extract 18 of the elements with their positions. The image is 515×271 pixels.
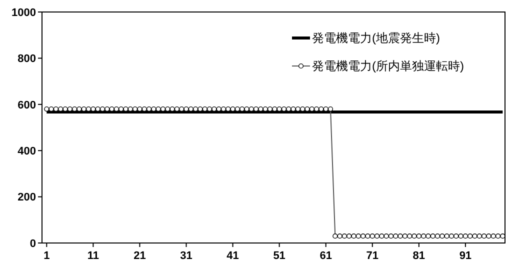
y-tick-label: 1000 [12,6,36,19]
x-tick-label: 11 [87,250,100,262]
legend-label: 発電機電力(所内単独運転時) [312,59,464,74]
y-tick-label: 0 [30,238,36,250]
x-tick-label: 71 [366,250,379,262]
x-tick-label: 1 [44,250,50,262]
x-tick-label: 21 [134,250,146,262]
y-tick-label: 400 [18,145,36,158]
y-tick-label: 200 [18,192,36,204]
x-tick-label: 31 [180,250,192,262]
x-tick-label: 41 [226,250,239,262]
legend-label: 発電機電力(地震発生時) [312,31,440,46]
x-tick-label: 51 [273,250,286,262]
x-tick-label: 81 [412,250,426,262]
y-tick-label: 600 [18,99,36,112]
x-tick-label: 61 [320,250,332,262]
x-tick-label: 91 [459,250,472,262]
y-tick-label: 800 [18,53,36,66]
